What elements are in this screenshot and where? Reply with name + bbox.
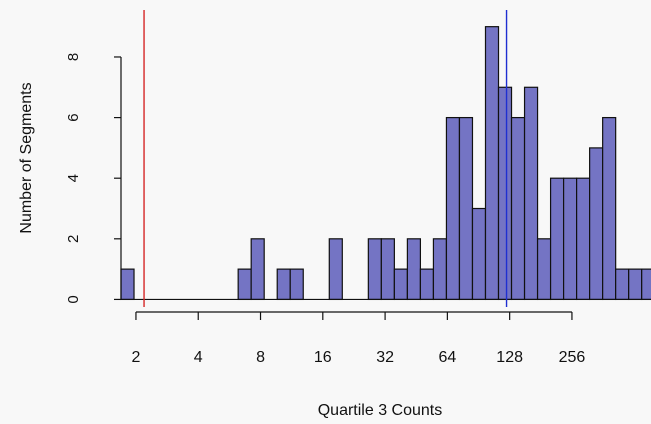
y-tick-label: 4 [65,174,82,182]
histogram-bar [562,177,578,301]
bars-layer [120,26,651,301]
histogram-bar [276,268,291,301]
histogram-bar [393,268,408,301]
histogram-bar [380,238,395,301]
histogram-bar [589,147,604,301]
histogram-bar [445,116,461,301]
histogram-bar [536,238,552,301]
histogram-bar [523,86,539,301]
histogram-bar [419,268,435,301]
y-tick-label: 8 [65,53,82,61]
histogram-bar [576,177,591,301]
x-tick-label: 4 [194,349,203,366]
histogram-bar [602,116,617,301]
y-tick-label: 6 [65,113,82,121]
x-tick-label: 64 [438,349,456,366]
histogram-bar [328,238,343,301]
x-tick-label: 16 [314,349,332,366]
histogram-bar [628,268,643,301]
x-tick-label: 32 [376,349,394,366]
x-tick-label: 256 [559,349,586,366]
histogram-bar [484,26,500,301]
histogram-bar [120,268,135,301]
histogram-bar [237,268,252,301]
y-tick-label: 2 [65,235,82,243]
histogram-bar [641,268,651,301]
x-tick-label: 8 [256,349,265,366]
histogram-bar [250,238,265,301]
histogram-bar [406,238,422,301]
histogram-bar [471,207,487,301]
reference-lines-layer [143,10,508,307]
axes-layer: 0 2 4 6 8 2 4 8 16 32 64 128 256 [65,53,585,366]
histogram-bar [497,86,513,301]
y-tick-label: 0 [65,295,82,303]
x-tick-label: 2 [131,349,140,366]
histogram-bar [549,177,565,301]
histogram-bar [432,238,448,301]
histogram-bar [458,116,474,301]
histogram-bar [367,238,382,301]
x-axis-label: Quartile 3 Counts [318,402,443,419]
histogram-bar [289,268,304,301]
histogram-bar [510,116,526,301]
x-tick-label: 128 [496,349,523,366]
histogram-bar [615,268,630,301]
y-axis-label: Number of Segments [18,82,35,233]
